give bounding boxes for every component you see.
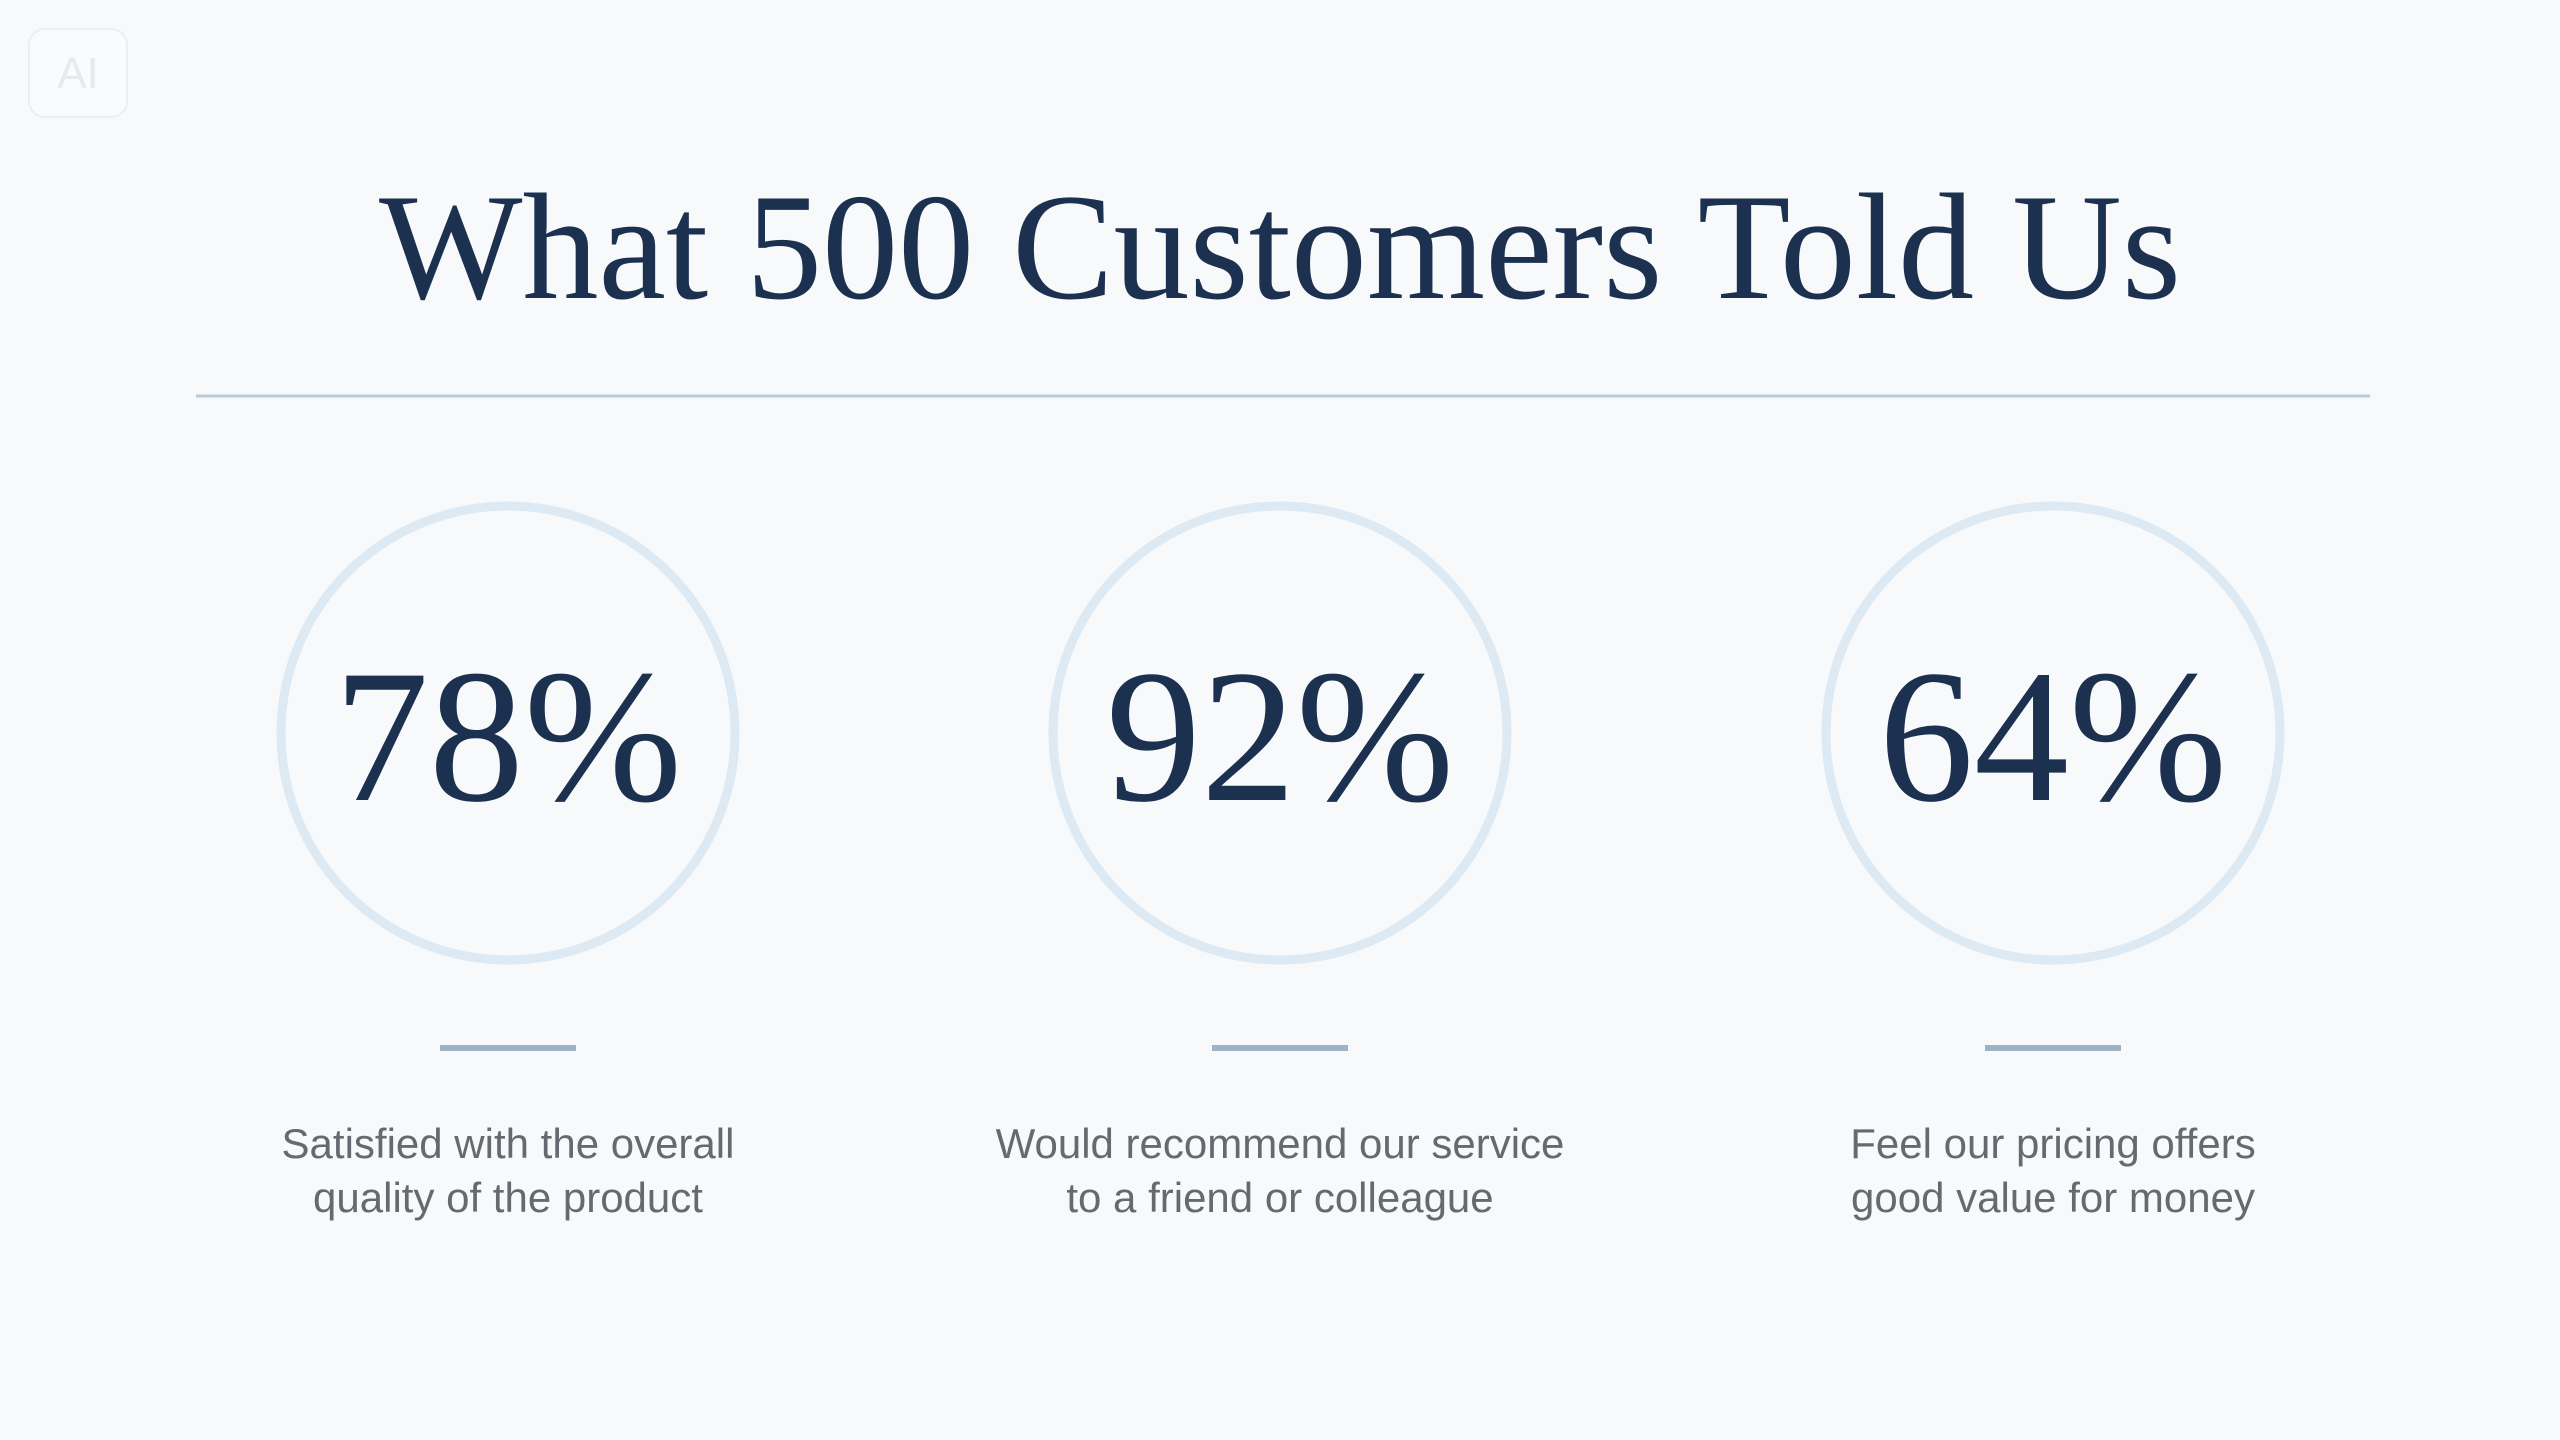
- title: What 500 Customers Told Us: [379, 163, 2181, 331]
- stat-caption: Feel our pricing offers: [1850, 1120, 2255, 1167]
- stat-value: 92%: [1106, 632, 1454, 842]
- badge-box: [28, 28, 128, 118]
- stat-caption: to a friend or colleague: [1066, 1174, 1493, 1221]
- badge: AI: [57, 49, 99, 98]
- stat-value: 78%: [334, 632, 682, 842]
- stat-caption: Would recommend our service: [996, 1120, 1565, 1167]
- stat-caption: Satisfied with the overall: [282, 1120, 735, 1167]
- stat-ring: [1048, 501, 1512, 965]
- stat-ring: [276, 501, 740, 965]
- stat-caption: good value for money: [1851, 1174, 2255, 1221]
- stat-caption: quality of the product: [313, 1174, 703, 1221]
- stat-ring: [1821, 501, 2285, 965]
- stat-value: 64%: [1879, 632, 2227, 842]
